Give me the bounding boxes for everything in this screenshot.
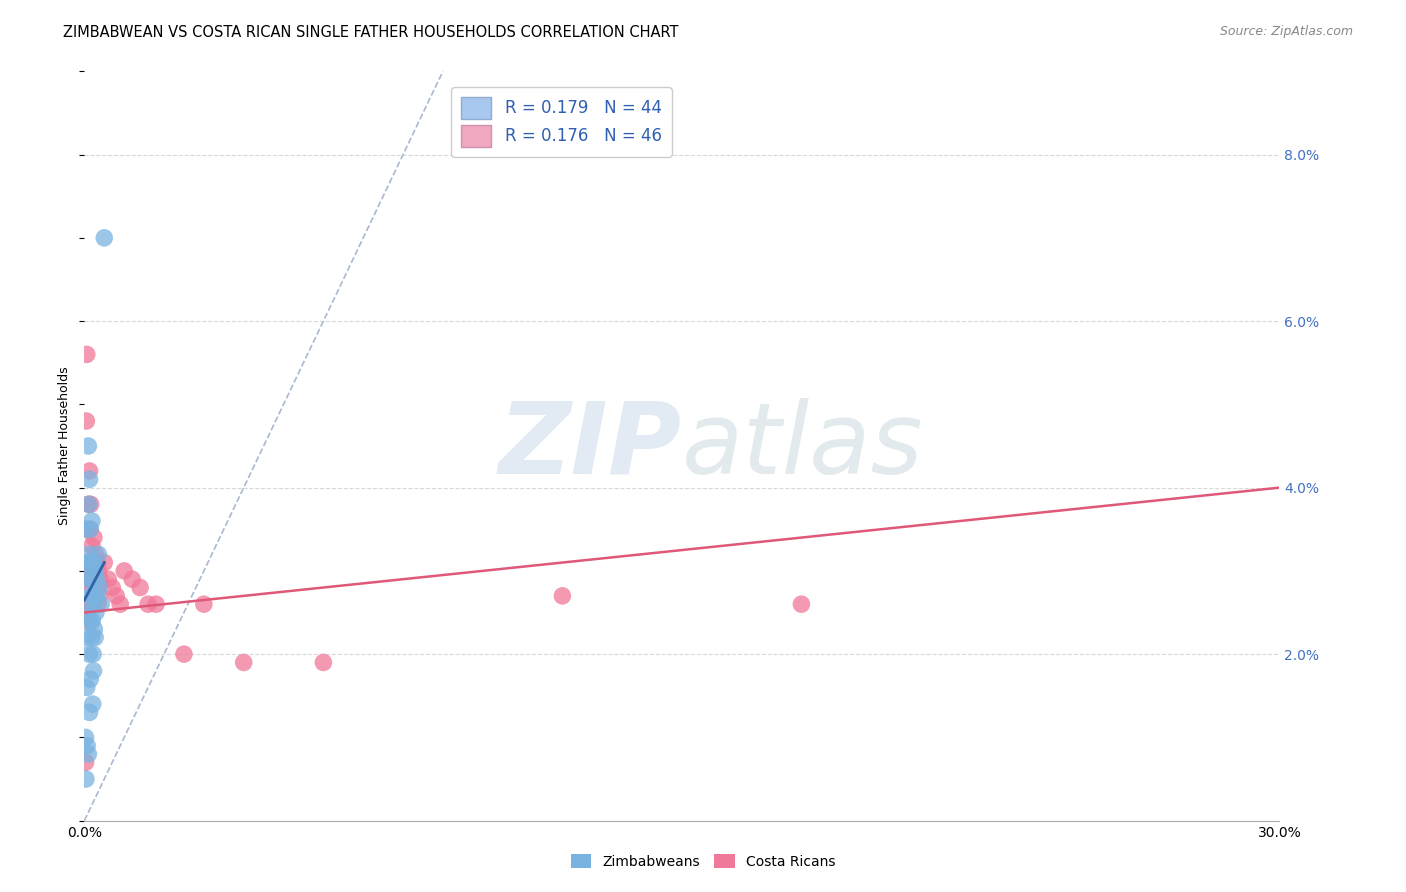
Point: [83, 622, 105, 636]
Point: [80, 514, 103, 528]
Point: [76, 347, 98, 361]
Point: [86, 581, 108, 595]
Point: [79, 522, 101, 536]
Point: [82, 647, 104, 661]
Point: [551, 589, 574, 603]
Point: [86, 589, 108, 603]
Point: [77, 647, 100, 661]
Point: [82, 614, 104, 628]
Point: [76, 681, 98, 695]
Text: atlas: atlas: [682, 398, 924, 494]
Point: [79, 472, 101, 486]
Point: [77, 547, 100, 561]
Point: [89, 589, 111, 603]
Point: [77, 497, 100, 511]
Point: [75, 772, 97, 786]
Point: [112, 564, 135, 578]
Point: [97, 572, 120, 586]
Point: [101, 581, 124, 595]
Point: [84, 606, 107, 620]
Point: [89, 572, 111, 586]
Point: [83, 589, 105, 603]
Point: [75, 522, 97, 536]
Point: [77, 747, 100, 761]
Point: [89, 581, 111, 595]
Point: [84, 589, 107, 603]
Point: [312, 656, 335, 670]
Point: [79, 572, 101, 586]
Point: [77, 597, 100, 611]
Point: [82, 581, 104, 595]
Point: [105, 589, 128, 603]
Point: [136, 597, 159, 611]
Point: [79, 589, 101, 603]
Point: [75, 631, 97, 645]
Point: [87, 547, 110, 561]
Point: [82, 556, 104, 570]
Point: [83, 531, 105, 545]
Point: [93, 231, 115, 245]
Point: [80, 631, 103, 645]
Point: [82, 697, 104, 711]
Point: [75, 756, 97, 770]
Point: [77, 606, 100, 620]
Point: [790, 597, 813, 611]
Point: [82, 597, 104, 611]
Point: [76, 739, 98, 753]
Point: [87, 597, 110, 611]
Point: [77, 556, 100, 570]
Point: [77, 497, 100, 511]
Point: [121, 572, 143, 586]
Point: [77, 614, 100, 628]
Point: [232, 656, 254, 670]
Text: Source: ZipAtlas.com: Source: ZipAtlas.com: [1219, 25, 1353, 38]
Point: [79, 522, 101, 536]
Point: [76, 522, 98, 536]
Point: [75, 414, 97, 428]
Point: [77, 439, 100, 453]
Point: [83, 572, 105, 586]
Point: [173, 647, 195, 661]
Point: [76, 556, 98, 570]
Legend: Zimbabweans, Costa Ricans: Zimbabweans, Costa Ricans: [565, 848, 841, 874]
Point: [79, 706, 101, 720]
Point: [80, 539, 103, 553]
Point: [83, 597, 105, 611]
Y-axis label: Single Father Households: Single Father Households: [58, 367, 72, 525]
Text: ZIP: ZIP: [499, 398, 682, 494]
Point: [79, 672, 101, 686]
Point: [84, 547, 107, 561]
Text: ZIMBABWEAN VS COSTA RICAN SINGLE FATHER HOUSEHOLDS CORRELATION CHART: ZIMBABWEAN VS COSTA RICAN SINGLE FATHER …: [63, 25, 679, 40]
Point: [79, 464, 101, 478]
Point: [84, 564, 107, 578]
Point: [80, 497, 103, 511]
Point: [110, 597, 132, 611]
Point: [193, 597, 215, 611]
Point: [145, 597, 167, 611]
Point: [83, 572, 105, 586]
Point: [90, 597, 112, 611]
Legend: R = 0.179   N = 44, R = 0.176   N = 46: R = 0.179 N = 44, R = 0.176 N = 46: [451, 87, 672, 157]
Point: [83, 556, 105, 570]
Point: [80, 556, 103, 570]
Point: [86, 572, 108, 586]
Point: [82, 589, 104, 603]
Point: [80, 572, 103, 586]
Point: [80, 556, 103, 570]
Point: [75, 731, 97, 745]
Point: [75, 572, 97, 586]
Point: [86, 556, 108, 570]
Point: [84, 631, 107, 645]
Point: [80, 597, 103, 611]
Point: [83, 664, 105, 678]
Point: [93, 556, 115, 570]
Point: [87, 564, 110, 578]
Point: [82, 564, 104, 578]
Point: [129, 581, 152, 595]
Point: [77, 572, 100, 586]
Point: [80, 614, 103, 628]
Point: [82, 556, 104, 570]
